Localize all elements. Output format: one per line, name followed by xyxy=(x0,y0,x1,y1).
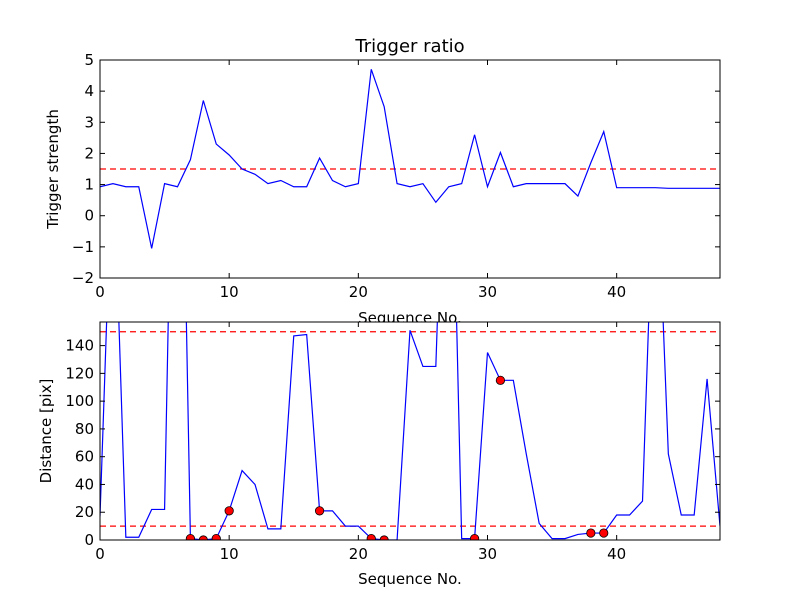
data-point xyxy=(586,528,596,538)
y-tick-label: −1 xyxy=(72,238,94,256)
y-tick-label: 40 xyxy=(75,475,94,493)
series-line xyxy=(100,69,720,249)
x-tick-label: 10 xyxy=(220,283,239,301)
axes-frame xyxy=(99,321,721,541)
y-tick-label: 140 xyxy=(65,337,94,355)
y-tick-label: 60 xyxy=(75,448,94,466)
distance-panel: 0 10 20 30 40 0 20 40 60 80 100 120 140 Sequence No… xyxy=(37,321,721,588)
x-tick-label: 40 xyxy=(607,545,626,563)
data-point xyxy=(366,534,376,540)
plot-area xyxy=(100,322,720,540)
y-tick-label: 120 xyxy=(65,364,94,382)
x-tick-label: 20 xyxy=(349,283,368,301)
y-tick-label: 0 xyxy=(84,531,94,549)
x-tick-label: 40 xyxy=(607,283,626,301)
data-point xyxy=(495,375,506,385)
y-tick-label: 2 xyxy=(84,144,94,162)
y-tick-label: 4 xyxy=(84,82,94,100)
series-line xyxy=(100,322,720,540)
y-axis-label: Trigger strength xyxy=(44,109,62,230)
x-axis-label: Sequence No. xyxy=(358,570,462,588)
axes-frame xyxy=(99,59,721,279)
data-point xyxy=(185,534,196,540)
y-tick-label: 80 xyxy=(75,420,94,438)
x-tick-label: 30 xyxy=(478,283,497,301)
x-tick-label: 20 xyxy=(349,545,368,563)
x-tick-label: 10 xyxy=(220,545,239,563)
data-point xyxy=(599,528,609,538)
y-tick-label: 20 xyxy=(75,503,94,521)
x-tick-label: 0 xyxy=(95,545,105,563)
chart-title: Trigger ratio xyxy=(354,36,464,57)
data-point xyxy=(224,506,234,516)
data-point xyxy=(469,534,480,540)
y-axis-label: Distance [pix] xyxy=(37,379,55,484)
y-tick-label: 1 xyxy=(84,176,94,194)
x-tick-label: 30 xyxy=(478,545,497,563)
data-point xyxy=(211,534,221,540)
data-point xyxy=(314,506,325,516)
y-tick-label: 3 xyxy=(84,113,94,131)
y-tick-label: 5 xyxy=(84,51,94,69)
y-tick-label: 0 xyxy=(84,207,94,225)
y-tick-label: 100 xyxy=(65,392,94,410)
y-tick-label: −2 xyxy=(72,269,94,287)
x-tick-label: 0 xyxy=(95,283,105,301)
